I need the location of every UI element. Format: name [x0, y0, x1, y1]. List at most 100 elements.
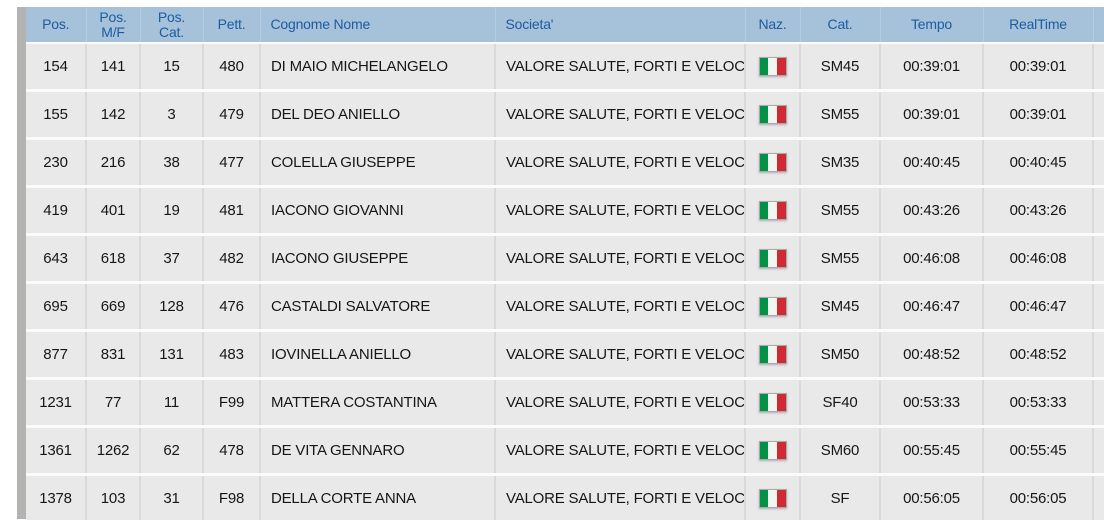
cell-naz [745, 90, 801, 140]
cell-pos-mf: 1262 [86, 426, 141, 476]
cell-cognome-nome: IACONO GIOVANNI [260, 186, 496, 236]
cell-pos-cat: 38 [140, 138, 204, 188]
cell-realtime: 00:39:01 [983, 43, 1094, 92]
table-row: 877 831 131 483 IOVINELLA ANIELLO VALORE… [26, 330, 1104, 380]
cell-cutoff [1093, 282, 1104, 332]
italy-flag-icon [758, 57, 787, 76]
cell-societa: VALORE SALUTE, FORTI E VELOCI [495, 474, 746, 520]
flag-green-band [759, 250, 769, 267]
column-header-cognome-nome: Cognome Nome [260, 7, 496, 44]
cell-realtime: 00:55:45 [983, 426, 1094, 476]
flag-green-band [759, 442, 769, 459]
cell-naz [745, 186, 801, 236]
cell-naz [745, 330, 801, 380]
table-row: 1231 77 11 F99 MATTERA COSTANTINA VALORE… [26, 378, 1104, 428]
cell-pos: 155 [26, 90, 87, 140]
cell-cognome-nome: IOVINELLA ANIELLO [260, 330, 496, 380]
italy-flag-icon [758, 441, 787, 460]
column-header-tempo: Tempo [880, 7, 984, 44]
flag-green-band [759, 346, 769, 363]
cell-cognome-nome: DELLA CORTE ANNA [260, 474, 496, 520]
cell-societa: VALORE SALUTE, FORTI E VELOCI [495, 90, 746, 140]
cell-cutoff [1093, 426, 1104, 476]
flag-red-band [776, 250, 786, 267]
cell-realtime: 00:46:47 [983, 282, 1094, 332]
cell-pos: 1361 [26, 426, 87, 476]
flag-white-band [768, 394, 777, 411]
cell-cat: SM55 [800, 90, 881, 140]
cell-pos: 1231 [26, 378, 87, 428]
cell-societa: VALORE SALUTE, FORTI E VELOCI [495, 330, 746, 380]
cell-naz [745, 138, 801, 188]
cell-pos-mf: 77 [86, 378, 141, 428]
flag-white-band [768, 346, 777, 363]
cell-cutoff [1093, 138, 1104, 188]
cell-societa: VALORE SALUTE, FORTI E VELOCI [495, 43, 746, 92]
cell-pos-cat: 19 [140, 186, 204, 236]
cell-tempo: 00:46:08 [880, 234, 984, 284]
cell-pos-cat: 11 [140, 378, 204, 428]
italy-flag-icon [758, 345, 787, 364]
cell-pos-mf: 401 [86, 186, 141, 236]
italy-flag-icon [758, 393, 787, 412]
cell-pett: 481 [203, 186, 261, 236]
cell-pett: 478 [203, 426, 261, 476]
column-header-pos-mf: Pos. M/F [86, 7, 141, 44]
cell-pett: 479 [203, 90, 261, 140]
cell-cutoff [1093, 474, 1104, 520]
cell-realtime: 00:40:45 [983, 138, 1094, 188]
header-row: Pos. Pos. M/F Pos. Cat. Pett. Cognome No… [26, 7, 1104, 44]
cell-cat: SF40 [800, 378, 881, 428]
cell-cognome-nome: MATTERA COSTANTINA [260, 378, 496, 428]
cell-cognome-nome: COLELLA GIUSEPPE [260, 138, 496, 188]
flag-green-band [759, 106, 769, 123]
cell-cutoff [1093, 234, 1104, 284]
table-row: 1361 1262 62 478 DE VITA GENNARO VALORE … [26, 426, 1104, 476]
cell-naz [745, 378, 801, 428]
flag-white-band [768, 58, 777, 75]
cell-pett: 483 [203, 330, 261, 380]
cell-cognome-nome: CASTALDI SALVATORE [260, 282, 496, 332]
flag-green-band [759, 58, 769, 75]
cell-cutoff [1093, 186, 1104, 236]
table-row: 419 401 19 481 IACONO GIOVANNI VALORE SA… [26, 186, 1104, 236]
flag-green-band [759, 202, 769, 219]
column-header-cat: Cat. [800, 7, 881, 44]
cell-societa: VALORE SALUTE, FORTI E VELOCI [495, 138, 746, 188]
cell-cat: SM55 [800, 186, 881, 236]
italy-flag-icon [758, 489, 787, 508]
cell-cat: SM45 [800, 43, 881, 92]
column-header-realtime: RealTime [983, 7, 1094, 44]
cell-pos-cat: 128 [140, 282, 204, 332]
table-row: 695 669 128 476 CASTALDI SALVATORE VALOR… [26, 282, 1104, 332]
cell-realtime: 00:39:01 [983, 90, 1094, 140]
flag-green-band [759, 394, 769, 411]
cell-realtime: 00:53:33 [983, 378, 1094, 428]
cell-cat: SM50 [800, 330, 881, 380]
table-row: 1378 103 31 F98 DELLA CORTE ANNA VALORE … [26, 474, 1104, 520]
flag-red-band [776, 202, 786, 219]
italy-flag-icon [758, 153, 787, 172]
cell-pett: F98 [203, 474, 261, 520]
flag-red-band [776, 106, 786, 123]
flag-white-band [768, 490, 777, 507]
flag-white-band [768, 250, 777, 267]
cell-pos: 695 [26, 282, 87, 332]
cell-pos: 230 [26, 138, 87, 188]
cell-pos: 154 [26, 43, 87, 92]
cell-naz [745, 43, 801, 92]
flag-white-band [768, 154, 777, 171]
table-row: 155 142 3 479 DEL DEO ANIELLO VALORE SAL… [26, 90, 1104, 140]
cell-societa: VALORE SALUTE, FORTI E VELOCI [495, 234, 746, 284]
cell-cat: SF [800, 474, 881, 520]
table-row: 643 618 37 482 IACONO GIUSEPPE VALORE SA… [26, 234, 1104, 284]
cell-pos-cat: 3 [140, 90, 204, 140]
italy-flag-icon [758, 105, 787, 124]
results-table-body: 154 141 15 480 DI MAIO MICHELANGELO VALO… [26, 43, 1104, 520]
cell-tempo: 00:56:05 [880, 474, 984, 520]
column-header-pos-cat: Pos. Cat. [140, 7, 204, 44]
cell-tempo: 00:40:45 [880, 138, 984, 188]
cell-cognome-nome: DE VITA GENNARO [260, 426, 496, 476]
flag-red-band [776, 394, 786, 411]
column-header-naz: Naz. [745, 7, 801, 44]
